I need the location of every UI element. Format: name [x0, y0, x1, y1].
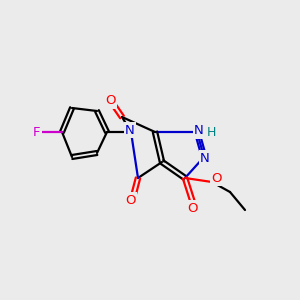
Text: N: N	[194, 124, 204, 137]
Text: F: F	[33, 125, 41, 139]
Text: O: O	[106, 94, 116, 107]
Text: O: O	[188, 202, 198, 214]
Text: N: N	[125, 124, 135, 136]
Text: O: O	[211, 172, 221, 184]
Text: N: N	[200, 152, 210, 164]
Text: H: H	[206, 127, 216, 140]
Text: O: O	[126, 194, 136, 206]
